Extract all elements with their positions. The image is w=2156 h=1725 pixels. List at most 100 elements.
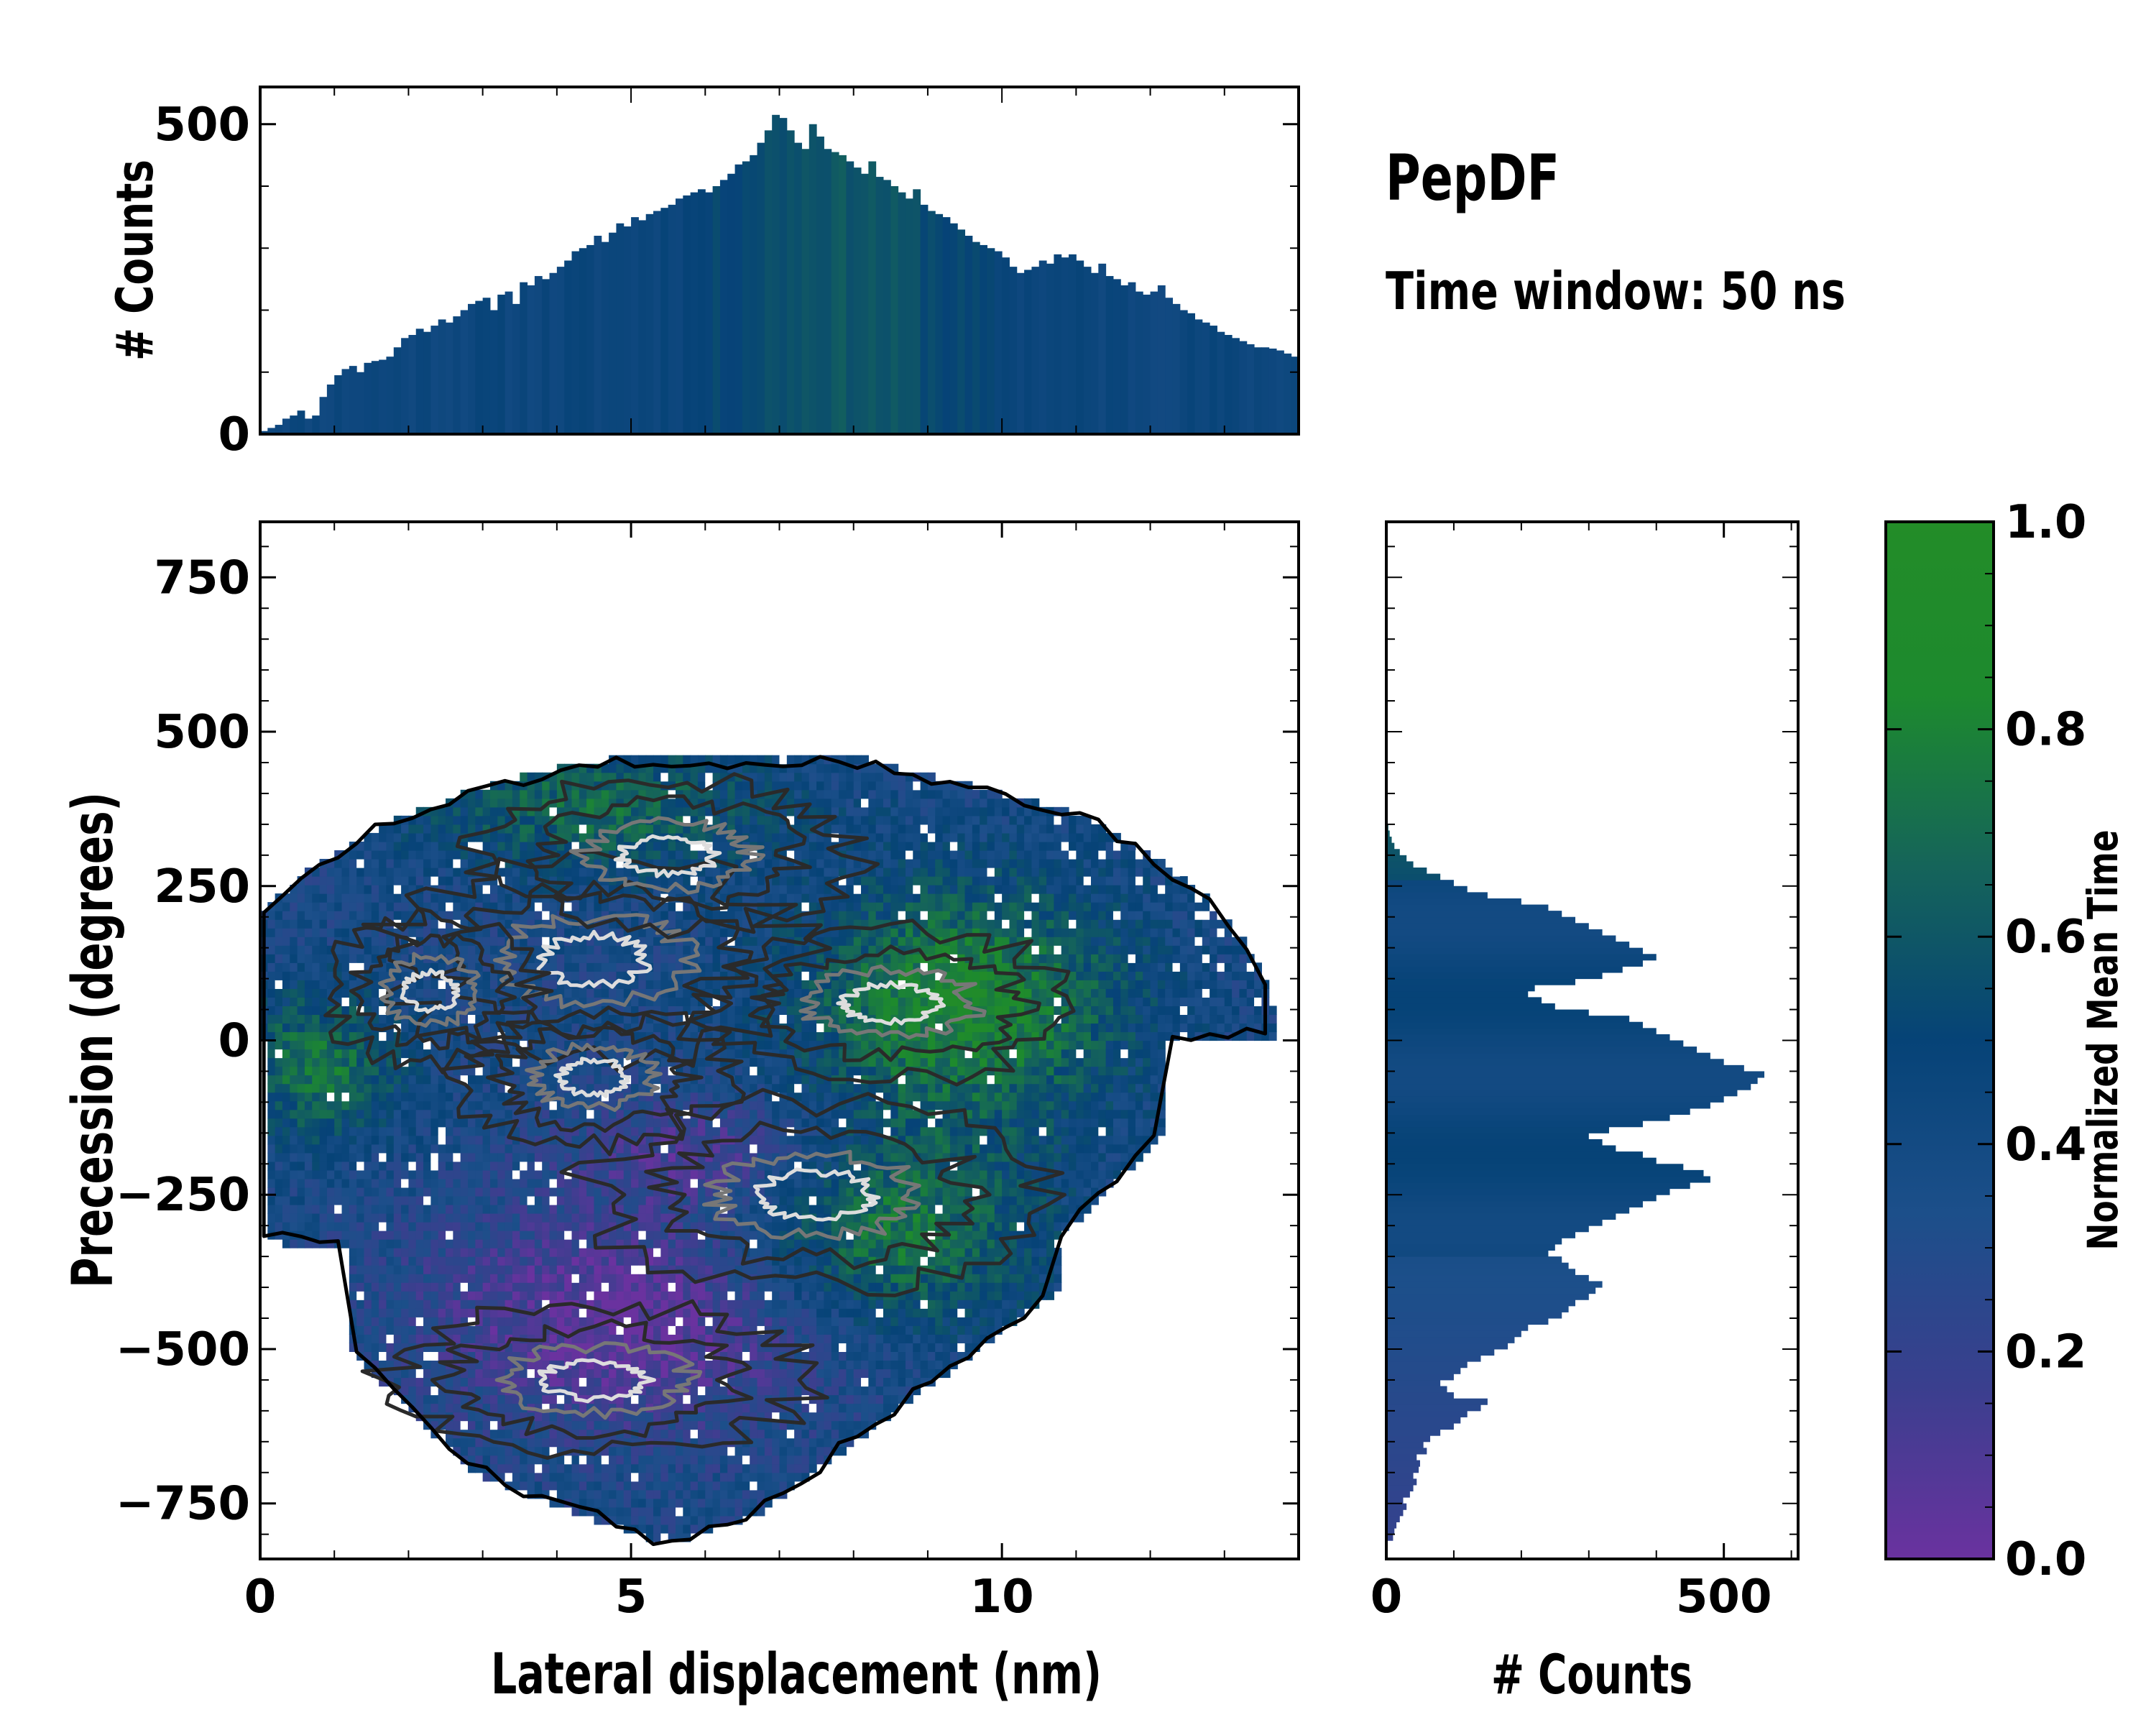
heatmap-cell [468, 1325, 476, 1335]
heatmap-cell [505, 1412, 513, 1422]
heatmap-cell [668, 1239, 676, 1248]
heatmap-cell [676, 1040, 683, 1050]
heatmap-cell [623, 1489, 632, 1499]
heatmap-cell [290, 1040, 298, 1050]
heatmap-cell [460, 1204, 469, 1214]
heatmap-cell [609, 1031, 617, 1041]
heatmap-cell [438, 1394, 446, 1404]
heatmap-cell [683, 1506, 691, 1517]
heatmap-cell [520, 1248, 528, 1257]
heatmap-cell [542, 1109, 550, 1119]
heatmap-cell [609, 858, 617, 868]
heatmap-cell [334, 1135, 343, 1145]
heatmap-cell [571, 1187, 580, 1197]
top-histogram-bar [727, 173, 736, 434]
heatmap-cell [668, 1195, 676, 1205]
heatmap-cell [660, 755, 669, 765]
heatmap-cell [734, 755, 743, 765]
heatmap-cell [393, 1256, 402, 1266]
heatmap-cell [586, 928, 595, 937]
heatmap-cell [727, 1506, 736, 1517]
heatmap-cell [423, 1118, 431, 1128]
heatmap-cell [341, 1222, 350, 1231]
heatmap-cell [349, 1161, 357, 1171]
heatmap-cell [423, 1040, 431, 1050]
top-histogram-bar [697, 189, 706, 434]
heatmap-cell [676, 1506, 683, 1517]
heatmap-cell [653, 911, 661, 920]
heatmap-cell [482, 980, 491, 989]
heatmap-cell [453, 858, 461, 868]
heatmap-cell [638, 763, 647, 773]
heatmap-cell [690, 962, 699, 972]
heatmap-cell [482, 841, 491, 851]
heatmap-cell [623, 1368, 632, 1379]
heatmap-cell [645, 1282, 654, 1292]
heatmap-cell [727, 1515, 736, 1525]
heatmap-cell [371, 832, 379, 842]
heatmap-cell [616, 1057, 625, 1067]
heatmap-cell [668, 1412, 676, 1422]
heatmap-cell [304, 1049, 313, 1059]
heatmap-cell [489, 1265, 498, 1274]
heatmap-cell [475, 1118, 484, 1128]
heatmap-cell [645, 893, 654, 903]
heatmap-cell [505, 1291, 513, 1300]
heatmap-cell [690, 997, 699, 1006]
heatmap-cell [326, 885, 335, 894]
heatmap-cell [520, 937, 528, 946]
heatmap-cell [379, 1291, 387, 1300]
heatmap-cell [489, 1325, 498, 1335]
heatmap-cell [408, 1230, 417, 1240]
heatmap-cell [697, 1300, 706, 1309]
heatmap-cell [512, 1377, 520, 1387]
heatmap-cell [631, 1334, 639, 1343]
heatmap-cell [623, 1006, 632, 1016]
heatmap-cell [645, 1083, 654, 1093]
heatmap-cell [356, 988, 365, 998]
heatmap-cell [683, 1429, 691, 1439]
heatmap-cell [653, 962, 661, 972]
heatmap-cell [579, 868, 587, 877]
heatmap-cell [371, 1368, 379, 1379]
heatmap-cell [734, 1031, 743, 1041]
heatmap-cell [542, 911, 550, 920]
heatmap-cell [549, 1152, 558, 1162]
heatmap-cell [668, 945, 676, 954]
heatmap-cell [334, 1161, 343, 1171]
heatmap-cell [282, 1152, 290, 1162]
heatmap-cell [697, 1075, 706, 1085]
heatmap-cell [564, 1403, 573, 1413]
heatmap-cell [623, 1291, 632, 1300]
heatmap-cell [594, 1360, 602, 1370]
heatmap-cell [623, 1057, 632, 1067]
heatmap-cell [586, 1066, 595, 1076]
heatmap-cell [549, 1161, 558, 1171]
heatmap-cell [712, 1282, 721, 1292]
heatmap-cell [489, 1334, 498, 1343]
heatmap-cell [379, 1169, 387, 1179]
heatmap-cell [594, 1239, 602, 1248]
heatmap-cell [401, 1334, 410, 1343]
heatmap-cell [364, 928, 372, 937]
heatmap-cell [408, 928, 417, 937]
heatmap-cell [453, 1377, 461, 1387]
heatmap-cell [423, 1195, 431, 1205]
heatmap-cell [520, 1118, 528, 1128]
heatmap-cell [579, 1014, 587, 1024]
heatmap-cell [423, 1092, 431, 1102]
heatmap-cell [727, 1446, 736, 1456]
heatmap-cell [415, 1040, 424, 1050]
heatmap-cell [623, 885, 632, 894]
heatmap-cell [341, 937, 350, 946]
top-histogram-bar [393, 347, 402, 434]
heatmap-cell [631, 832, 639, 842]
heatmap-cell [683, 1368, 691, 1379]
heatmap-cell [660, 1006, 669, 1016]
heatmap-cell [408, 1100, 417, 1110]
heatmap-cell [616, 1195, 625, 1205]
heatmap-cell [676, 1274, 683, 1283]
heatmap-cell [712, 1498, 721, 1508]
heatmap-cell [645, 1230, 654, 1240]
heatmap-cell [616, 1014, 625, 1024]
